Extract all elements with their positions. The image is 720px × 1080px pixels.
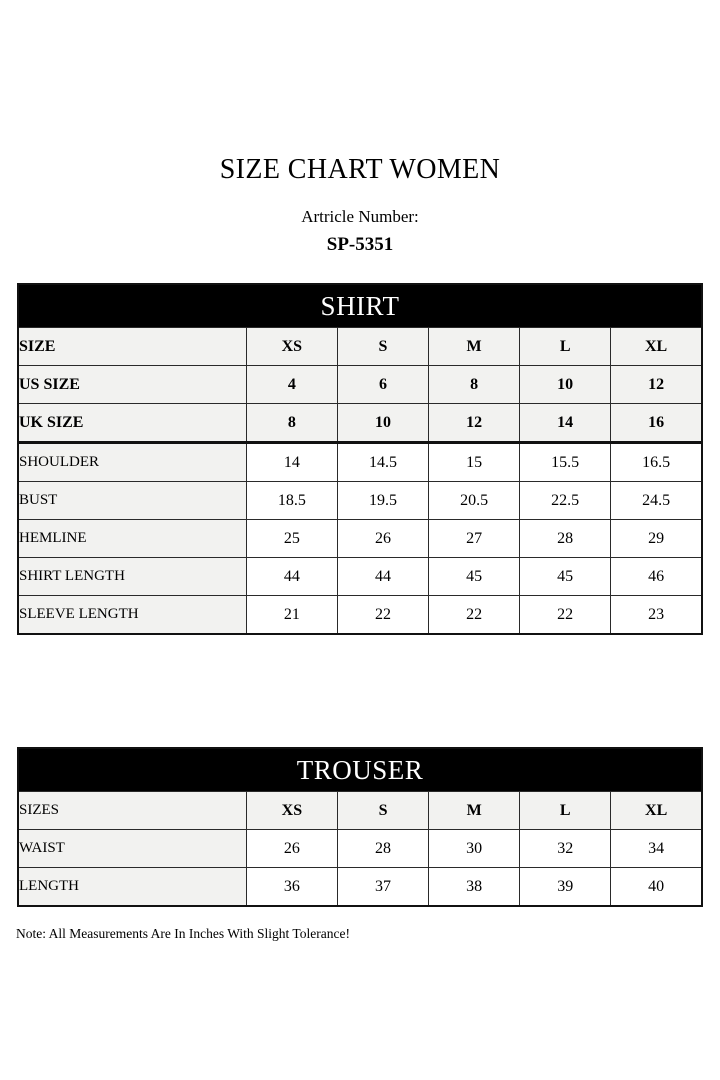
cell-shoulder-l: 15.5 xyxy=(519,442,612,483)
trouser-section-title: TROUSER xyxy=(17,747,703,793)
cell-length-m: 38 xyxy=(428,867,521,907)
cell-hemline-s: 26 xyxy=(336,519,430,559)
measurement-note: Note: All Measurements Are In Inches Wit… xyxy=(16,926,350,942)
row-label-hemline: HEMLINE xyxy=(17,519,247,559)
cell-uk-size-l: 14 xyxy=(519,403,612,445)
cell-length-xs: 36 xyxy=(245,867,338,907)
row-label-bust: BUST xyxy=(17,481,247,521)
cell-shoulder-s: 14.5 xyxy=(336,442,430,483)
table-row: SHIRT LENGTH 44 44 45 45 46 xyxy=(17,557,703,597)
shirt-size-col-l: L xyxy=(519,327,612,367)
shirt-size-header-row: SIZE XS S M L XL xyxy=(17,327,703,367)
page-heading: SIZE CHART WOMEN Artricle Number: SP-535… xyxy=(0,0,720,256)
cell-waist-m: 30 xyxy=(428,829,521,869)
trouser-size-col-xs: XS xyxy=(245,791,338,831)
cell-uk-size-s: 10 xyxy=(336,403,430,445)
cell-length-xl: 40 xyxy=(610,867,703,907)
trouser-size-col-m: M xyxy=(428,791,521,831)
row-label-shoulder: SHOULDER xyxy=(17,442,247,483)
row-label-us-size: US SIZE xyxy=(17,365,247,405)
shirt-size-col-xs: XS xyxy=(245,327,338,367)
article-number-label: Artricle Number: xyxy=(301,206,419,226)
cell-waist-l: 32 xyxy=(519,829,612,869)
trouser-size-table: TROUSER SIZES XS S M L XL WAIST 26 28 30… xyxy=(17,747,703,908)
cell-length-l: 39 xyxy=(519,867,612,907)
table-row: UK SIZE 8 10 12 14 16 xyxy=(17,403,703,445)
shirt-size-col-xl: XL xyxy=(610,327,703,367)
cell-uk-size-m: 12 xyxy=(428,403,521,445)
cell-shoulder-xs: 14 xyxy=(245,442,338,483)
page-title: SIZE CHART WOMEN xyxy=(219,154,501,185)
cell-bust-s: 19.5 xyxy=(336,481,430,521)
cell-hemline-l: 28 xyxy=(519,519,612,559)
trouser-size-col-l: L xyxy=(519,791,612,831)
shirt-table-body: SHIRT SIZE XS S M L XL US SIZE 4 6 8 10 … xyxy=(17,283,703,635)
table-row: HEMLINE 25 26 27 28 29 xyxy=(17,519,703,559)
row-label-shirt-length: SHIRT LENGTH xyxy=(17,557,247,597)
cell-bust-xl: 24.5 xyxy=(610,481,703,521)
cell-sleeve-length-s: 22 xyxy=(336,595,430,635)
table-row: BUST 18.5 19.5 20.5 22.5 24.5 xyxy=(17,481,703,521)
cell-shoulder-m: 15 xyxy=(428,442,521,483)
row-label-length: LENGTH xyxy=(17,867,247,907)
row-label-sleeve-length: SLEEVE LENGTH xyxy=(17,595,247,635)
cell-bust-xs: 18.5 xyxy=(245,481,338,521)
cell-shirt-length-s: 44 xyxy=(336,557,430,597)
cell-length-s: 37 xyxy=(336,867,430,907)
cell-hemline-xs: 25 xyxy=(245,519,338,559)
row-label-uk-size: UK SIZE xyxy=(17,403,247,445)
cell-sleeve-length-xs: 21 xyxy=(245,595,338,635)
cell-shoulder-xl: 16.5 xyxy=(610,442,703,483)
trouser-size-header-row: SIZES XS S M L XL xyxy=(17,791,703,831)
cell-hemline-xl: 29 xyxy=(610,519,703,559)
trouser-size-col-xl: XL xyxy=(610,791,703,831)
cell-shirt-length-l: 45 xyxy=(519,557,612,597)
table-row: US SIZE 4 6 8 10 12 xyxy=(17,365,703,405)
cell-waist-xs: 26 xyxy=(245,829,338,869)
cell-shirt-length-m: 45 xyxy=(428,557,521,597)
table-row: SLEEVE LENGTH 21 22 22 22 23 xyxy=(17,595,703,635)
cell-uk-size-xl: 16 xyxy=(610,403,703,445)
cell-us-size-xl: 12 xyxy=(610,365,703,405)
article-number-value: SP-5351 xyxy=(326,234,394,256)
table-row: WAIST 26 28 30 32 34 xyxy=(17,829,703,869)
shirt-size-col-s: S xyxy=(336,327,430,367)
cell-waist-s: 28 xyxy=(336,829,430,869)
cell-us-size-l: 10 xyxy=(519,365,612,405)
table-row: SHOULDER 14 14.5 15 15.5 16.5 xyxy=(17,442,703,483)
cell-us-size-s: 6 xyxy=(336,365,430,405)
cell-shirt-length-xl: 46 xyxy=(610,557,703,597)
cell-bust-m: 20.5 xyxy=(428,481,521,521)
cell-hemline-m: 27 xyxy=(428,519,521,559)
trouser-size-row-label: SIZES xyxy=(17,791,247,831)
table-row: LENGTH 36 37 38 39 40 xyxy=(17,867,703,907)
cell-shirt-length-xs: 44 xyxy=(245,557,338,597)
cell-sleeve-length-m: 22 xyxy=(428,595,521,635)
trouser-section-header-row: TROUSER xyxy=(17,747,703,793)
shirt-size-row-label: SIZE xyxy=(17,327,247,367)
shirt-size-table: SHIRT SIZE XS S M L XL US SIZE 4 6 8 10 … xyxy=(17,283,703,636)
cell-us-size-xs: 4 xyxy=(245,365,338,405)
cell-bust-l: 22.5 xyxy=(519,481,612,521)
cell-sleeve-length-xl: 23 xyxy=(610,595,703,635)
shirt-size-col-m: M xyxy=(428,327,521,367)
trouser-table-body: TROUSER SIZES XS S M L XL WAIST 26 28 30… xyxy=(17,747,703,907)
cell-sleeve-length-l: 22 xyxy=(519,595,612,635)
row-label-waist: WAIST xyxy=(17,829,247,869)
cell-uk-size-xs: 8 xyxy=(245,403,338,445)
trouser-size-col-s: S xyxy=(336,791,430,831)
shirt-section-title: SHIRT xyxy=(17,283,703,329)
cell-us-size-m: 8 xyxy=(428,365,521,405)
shirt-section-header-row: SHIRT xyxy=(17,283,703,329)
cell-waist-xl: 34 xyxy=(610,829,703,869)
